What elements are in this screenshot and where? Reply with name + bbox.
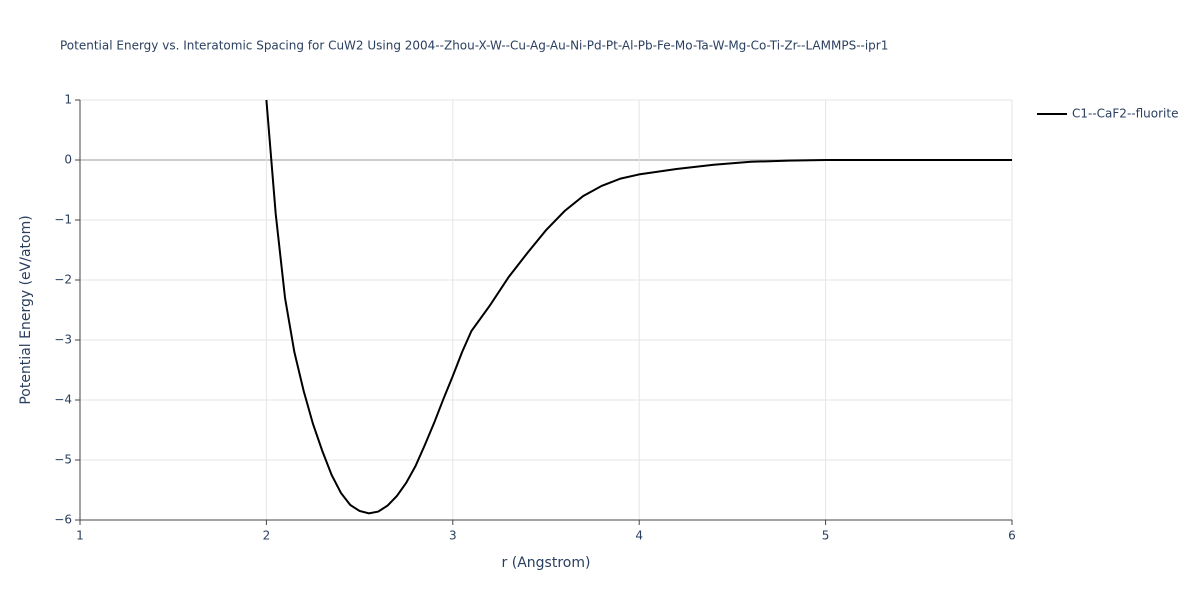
x-tick-label: 1 [76, 529, 84, 543]
chart-title: Potential Energy vs. Interatomic Spacing… [60, 39, 888, 53]
x-axis-label: r (Angstrom) [502, 555, 591, 571]
data-line [265, 99, 1012, 515]
x-tick-label: 3 [449, 529, 457, 543]
y-tick-label: −6 [54, 513, 72, 527]
y-tick-label: −5 [54, 453, 72, 467]
y-tick-label: −1 [54, 213, 72, 227]
x-tick-label: 2 [263, 529, 271, 543]
y-tick-label: 1 [64, 93, 72, 107]
y-axis-label: Potential Energy (eV/atom) [18, 215, 34, 404]
legend-label: C1--CaF2--fluorite [1072, 107, 1178, 121]
x-tick-label: 4 [635, 529, 643, 543]
y-tick-label: 0 [64, 153, 72, 167]
y-tick-label: −3 [54, 333, 72, 347]
x-tick-label: 6 [1008, 529, 1016, 543]
x-tick-label: 5 [822, 529, 830, 543]
y-tick-label: −4 [54, 393, 72, 407]
y-tick-label: −2 [54, 273, 72, 287]
